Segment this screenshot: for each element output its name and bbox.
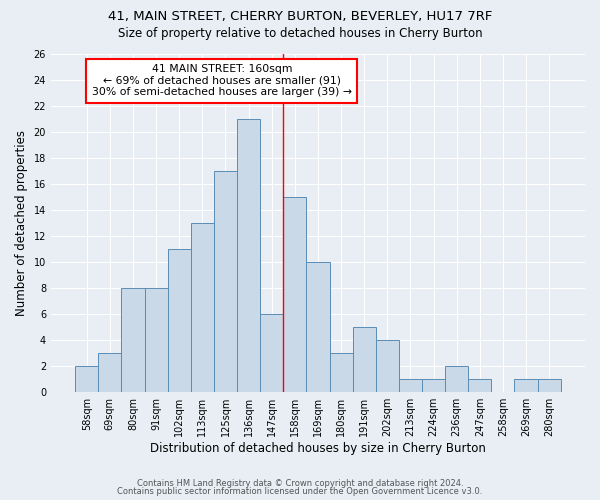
Bar [445,366,468,392]
Text: Size of property relative to detached houses in Cherry Burton: Size of property relative to detached ho… [118,28,482,40]
Bar [307,262,329,392]
Bar [422,379,445,392]
X-axis label: Distribution of detached houses by size in Cherry Burton: Distribution of detached houses by size … [150,442,486,455]
Text: 41, MAIN STREET, CHERRY BURTON, BEVERLEY, HU17 7RF: 41, MAIN STREET, CHERRY BURTON, BEVERLEY… [108,10,492,23]
Bar [283,197,307,392]
Bar [191,223,214,392]
Bar [167,249,191,392]
Bar [376,340,399,392]
Bar [514,379,538,392]
Bar [145,288,167,392]
Bar [121,288,145,392]
Text: 41 MAIN STREET: 160sqm
← 69% of detached houses are smaller (91)
30% of semi-det: 41 MAIN STREET: 160sqm ← 69% of detached… [92,64,352,98]
Text: Contains public sector information licensed under the Open Government Licence v3: Contains public sector information licen… [118,487,482,496]
Y-axis label: Number of detached properties: Number of detached properties [15,130,28,316]
Bar [468,379,491,392]
Text: Contains HM Land Registry data © Crown copyright and database right 2024.: Contains HM Land Registry data © Crown c… [137,478,463,488]
Bar [329,353,353,392]
Bar [237,119,260,392]
Bar [98,353,121,392]
Bar [260,314,283,392]
Bar [75,366,98,392]
Bar [353,327,376,392]
Bar [538,379,561,392]
Bar [399,379,422,392]
Bar [214,171,237,392]
